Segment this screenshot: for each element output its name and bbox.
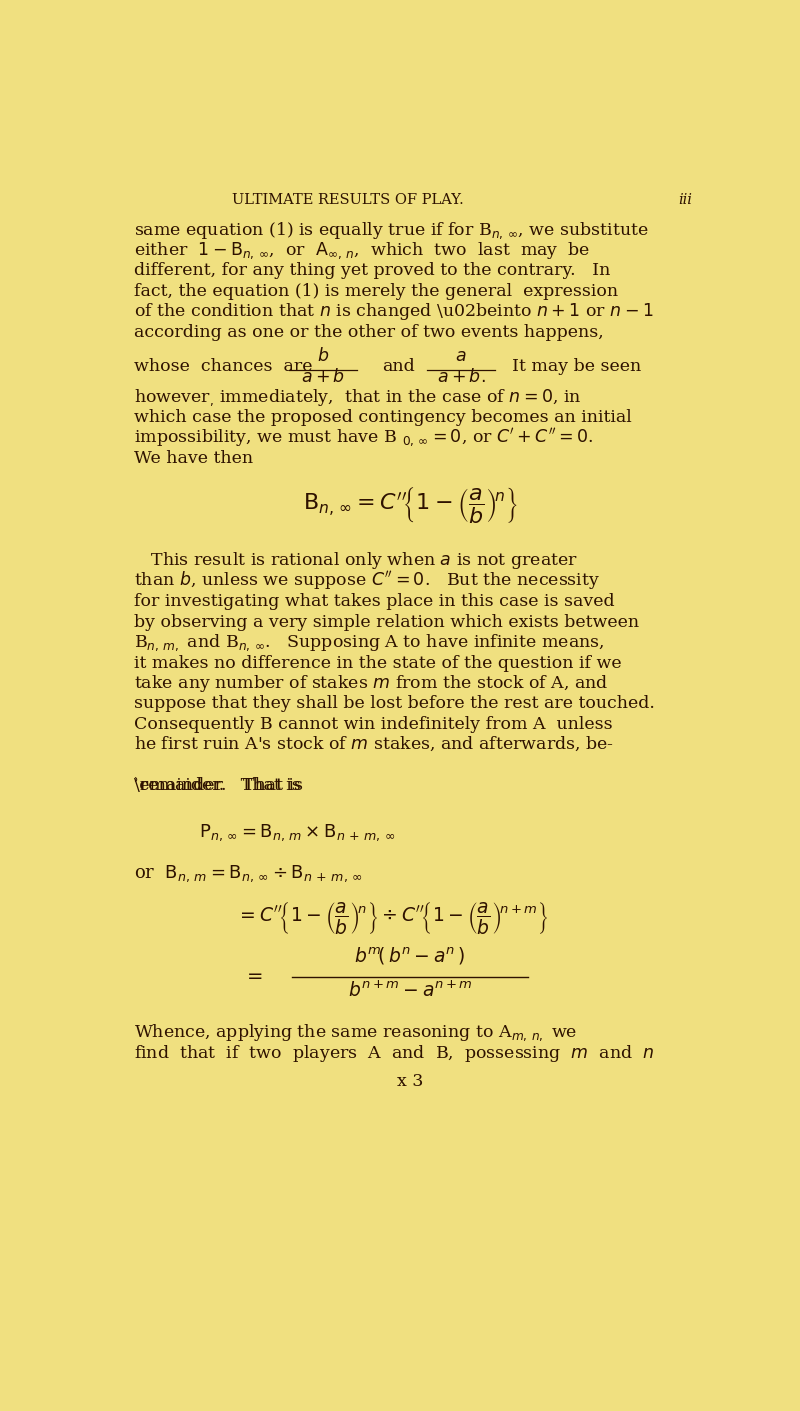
Text: Whence, applying the same reasoning to A$_{m,\,n,}$ we: Whence, applying the same reasoning to A… [134, 1023, 578, 1043]
Text: x 3: x 3 [397, 1074, 423, 1091]
Text: $\mathrm{B}_{n,\,\infty} = C''\!\left\{1 - \left(\dfrac{a}{b}\right)^{\!n}\right: $\mathrm{B}_{n,\,\infty} = C''\!\left\{1… [302, 485, 518, 525]
Text: he first ruin A's stock of $m$ stakes, and afterwards, be-: he first ruin A's stock of $m$ stakes, a… [134, 735, 614, 753]
Text: however$_{\text{,}}$ immediately,  that in the case of $n = 0$, in: however$_{\text{,}}$ immediately, that i… [134, 388, 582, 408]
Text: different, for any thing yet proved to the contrary.   In: different, for any thing yet proved to t… [134, 262, 610, 279]
Text: take any number of stakes $m$ from the stock of A, and: take any number of stakes $m$ from the s… [134, 673, 609, 694]
Text: $a$: $a$ [455, 349, 466, 365]
Text: suppose that they shall be lost before the rest are touched.: suppose that they shall be lost before t… [134, 696, 655, 713]
Text: according as one or the other of two events happens,: according as one or the other of two eve… [134, 323, 604, 340]
Text: $= C''\!\left\{1 - \left(\dfrac{a}{b}\right)^{\!n}\right\} \div C''\!\left\{1 - : $= C''\!\left\{1 - \left(\dfrac{a}{b}\ri… [237, 900, 550, 935]
Text: iii: iii [678, 193, 692, 207]
Text: This result is rational only when $a$ is not greater: This result is rational only when $a$ is… [134, 550, 578, 571]
Text: $\mathrm{P}_{n,\,\infty} = \mathrm{B}_{n,\,m} \times \mathrm{B}_{n\,+\,m,\,\inft: $\mathrm{P}_{n,\,\infty} = \mathrm{B}_{n… [199, 823, 396, 842]
Text: whose  chances  are: whose chances are [134, 358, 313, 375]
Text: Consequently B cannot win indefinitely from A  unless: Consequently B cannot win indefinitely f… [134, 715, 613, 732]
Text: B$_{n,\,m,}$ and B$_{n,\,\infty}$.   Supposing A to have infinite means,: B$_{n,\,m,}$ and B$_{n,\,\infty}$. Suppo… [134, 632, 605, 653]
Text: same equation (1) is equally true if for B$_{n,\,\infty}$, we substitute: same equation (1) is equally true if for… [134, 220, 649, 240]
Text: We have then: We have then [134, 450, 254, 467]
Text: impossibility, we must have B $_{0,\,\infty} = 0$, or $C' + C'' = 0$.: impossibility, we must have B $_{0,\,\in… [134, 426, 594, 449]
Text: $b^{n+m} - a^{n+m}$: $b^{n+m} - a^{n+m}$ [347, 981, 473, 1002]
Text: find  that  if  two  players  A  and  B,  possessing  $m$  and  $n$: find that if two players A and B, posses… [134, 1043, 654, 1064]
Text: and: and [382, 358, 415, 375]
Text: fact, the equation (1) is merely the general  expression: fact, the equation (1) is merely the gen… [134, 282, 618, 299]
Text: for investigating what takes place in this case is saved: for investigating what takes place in th… [134, 593, 614, 610]
Text: \remaider.   That is: \remaider. That is [134, 777, 301, 794]
Text: or  $\mathrm{B}_{n,\,m} = \mathrm{B}_{n,\,\infty} \div \mathrm{B}_{n\,+\,m,\,\in: or $\mathrm{B}_{n,\,m} = \mathrm{B}_{n,\… [134, 864, 363, 883]
Text: $a + b.$: $a + b.$ [437, 368, 485, 385]
Text: $a + b$: $a + b$ [301, 368, 346, 385]
Text: it makes no difference in the state of the question if we: it makes no difference in the state of t… [134, 655, 622, 672]
Text: of the condition that $n$ is changed \u02beinto $n + 1$ or $n - 1$: of the condition that $n$ is changed \u0… [134, 301, 654, 322]
Text: $b$: $b$ [317, 347, 330, 365]
Text: $b^{m}\!\left(\,b^{n} - a^{n}\,\right)$: $b^{m}\!\left(\,b^{n} - a^{n}\,\right)$ [354, 945, 466, 967]
Text: ʾemainder.   That is: ʾemainder. That is [134, 777, 303, 794]
Text: $=$: $=$ [242, 967, 262, 983]
Text: which case the proposed contingency becomes an initial: which case the proposed contingency beco… [134, 409, 632, 426]
Text: It may be seen: It may be seen [512, 358, 642, 375]
Text: than $b$, unless we suppose $C'' = 0$.   But the necessity: than $b$, unless we suppose $C'' = 0$. B… [134, 569, 600, 593]
Text: either  $1 - \mathrm{B}_{n,\,\infty}$,  or  $\mathrm{A}_{\infty,\,n}$,  which  t: either $1 - \mathrm{B}_{n,\,\infty}$, or… [134, 240, 590, 261]
Text: ULTIMATE RESULTS OF PLAY.: ULTIMATE RESULTS OF PLAY. [232, 193, 464, 207]
Text: by observing a very simple relation which exists between: by observing a very simple relation whic… [134, 614, 639, 631]
